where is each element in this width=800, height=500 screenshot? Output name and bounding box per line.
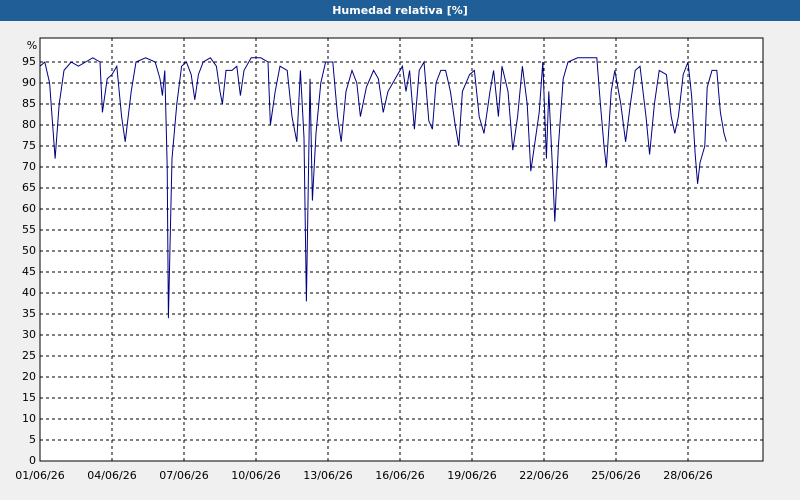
y-tick-label: 25: [22, 349, 36, 362]
y-tick-label: 10: [22, 412, 36, 425]
x-tick-label: 01/06/26: [15, 469, 64, 482]
y-tick-label: 20: [22, 370, 36, 383]
y-tick-label: 85: [22, 97, 36, 110]
x-tick-label: 25/06/26: [591, 469, 640, 482]
data-line: [39, 57, 727, 319]
x-tick-label: 04/06/26: [87, 469, 136, 482]
y-tick-label: 15: [22, 391, 36, 404]
chart-title: Humedad relativa [%]: [332, 4, 468, 17]
y-tick-label: 5: [29, 433, 36, 446]
y-tick-label: 55: [22, 223, 36, 236]
x-tick-label: 22/06/26: [519, 469, 568, 482]
y-tick-label: 0: [29, 454, 36, 467]
y-tick-label: 80: [22, 118, 36, 131]
x-tick-label: 10/06/26: [231, 469, 280, 482]
x-tick-label: 13/06/26: [303, 469, 352, 482]
x-tick-label: 28/06/26: [663, 469, 712, 482]
x-tick-label: 16/06/26: [375, 469, 424, 482]
x-tick-label: 07/06/26: [159, 469, 208, 482]
y-tick-label: 50: [22, 244, 36, 257]
y-tick-label: 75: [22, 139, 36, 152]
y-tick-label: 95: [22, 55, 36, 68]
y-tick-label: 60: [22, 202, 36, 215]
plot-area: [39, 37, 764, 462]
y-tick-label: 90: [22, 76, 36, 89]
y-tick-label: 40: [22, 286, 36, 299]
x-tick-label: 19/06/26: [447, 469, 496, 482]
y-axis-label: %: [27, 39, 37, 52]
y-tick-label: 70: [22, 160, 36, 173]
y-tick-label: 45: [22, 265, 36, 278]
y-tick-label: 30: [22, 328, 36, 341]
title-bar: [0, 0, 800, 21]
y-tick-label: 35: [22, 307, 36, 320]
y-tick-label: 65: [22, 181, 36, 194]
